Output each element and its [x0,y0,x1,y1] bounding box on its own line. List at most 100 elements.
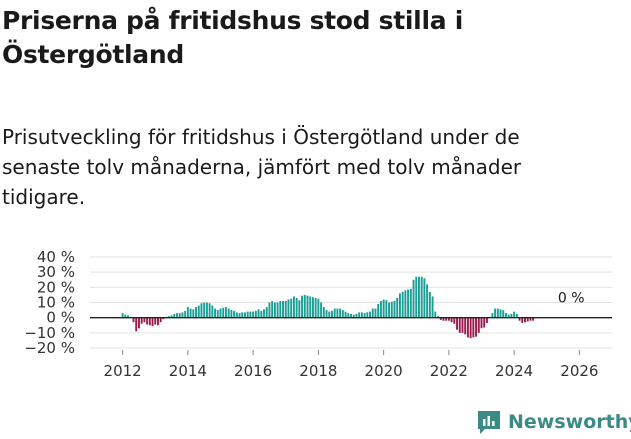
bar [456,317,458,330]
bar [233,310,236,318]
bar [214,308,217,318]
bar [363,313,366,318]
bar [382,299,385,318]
bar [369,311,371,318]
bar [377,304,380,318]
bar [358,312,361,318]
bar [276,302,279,318]
bar [521,317,524,323]
bar [453,317,456,324]
bar [205,302,208,318]
bar [208,303,211,318]
bar [371,308,374,318]
y-tick-label: 40 % [37,248,75,266]
bar [132,317,135,323]
bar [287,299,290,318]
bar [284,300,287,318]
bar [189,308,192,318]
bar [442,317,445,321]
bar [333,308,336,318]
bar [186,307,189,318]
bar [439,317,442,320]
bar [252,311,255,318]
bar [426,284,429,318]
bar [197,305,200,318]
bar [176,313,178,318]
bar [148,317,151,326]
bar [211,305,214,318]
bar [434,311,437,318]
bar [352,314,355,318]
bar [450,317,453,323]
bar [505,313,507,318]
bar [464,317,467,335]
bar [230,310,233,318]
bar [235,312,238,318]
bar [485,317,488,323]
bar [398,293,401,318]
bar [222,307,225,318]
bar [385,300,388,318]
bar [146,317,149,325]
bar [423,278,426,318]
bar [303,294,306,318]
bar [529,317,532,321]
bar [159,317,162,323]
bar [224,307,227,318]
bar [518,317,521,321]
bar [379,300,382,318]
x-tick-label: 2024 [495,362,533,380]
bar [447,317,450,321]
bar [526,317,529,322]
bar [393,300,396,318]
bar [246,311,249,318]
bar [420,276,423,318]
bar [445,317,448,321]
bar [415,276,418,318]
bar [181,312,184,318]
bar [200,303,203,318]
bar [203,302,206,318]
bar [404,290,407,318]
bar [216,310,219,318]
y-tick-label: 0 % [46,309,75,327]
bar [347,313,350,318]
bar [244,312,246,318]
bar [355,313,358,318]
y-tick-label: −20 % [24,339,75,357]
bar [317,298,320,318]
bar [306,295,309,318]
bar [469,317,472,339]
bar [227,308,230,318]
bar [157,317,159,326]
bar [290,298,293,318]
bar [238,313,241,318]
bar [178,313,181,318]
bar [143,317,146,323]
bar [121,313,124,318]
bar [249,311,252,318]
bar [192,309,195,318]
bar [325,310,328,318]
brand-name: Newsworthy [508,411,631,433]
bar [510,313,513,318]
bar [483,317,486,328]
bar [328,311,331,318]
bar [241,312,244,318]
bar [331,310,333,318]
x-tick-label: 2014 [169,362,207,380]
bar [396,297,399,318]
bar [480,317,483,329]
y-tick-label: −10 % [24,324,75,342]
bar [513,311,516,318]
bar [257,309,260,318]
bar [127,315,130,318]
bar [219,308,222,318]
bar [412,279,415,318]
bar [184,310,187,318]
bar [195,307,197,318]
bar [137,317,140,329]
chart-subtitle: Prisutveckling för fritidshus i Östergöt… [2,125,522,209]
x-tick-label: 2012 [104,362,142,380]
bar [431,296,434,318]
